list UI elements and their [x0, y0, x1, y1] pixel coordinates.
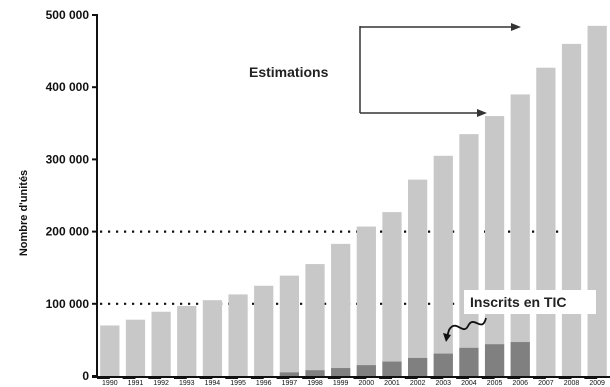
bar-total-1998: [305, 264, 325, 376]
x-axis-segment-1996: [250, 376, 264, 379]
x-axis-segment-2008: [558, 376, 572, 379]
x-axis-segment-1990: [97, 376, 110, 379]
x-axis-segment-1998: [302, 376, 316, 379]
bar-tic-2005: [484, 344, 505, 376]
bar-total-2008: [561, 43, 582, 376]
x-tick-label-1997: 1997: [282, 380, 298, 387]
tic-label-background: [464, 290, 596, 314]
x-tick-label-2003: 2003: [435, 380, 451, 387]
x-axis-segment-2004: [456, 376, 469, 379]
x-axis-segment-1993: [173, 376, 187, 379]
bar-total-2005: [484, 116, 505, 376]
x-tick-label-1992: 1992: [153, 380, 169, 387]
estimations-annotation: Estimations: [249, 64, 329, 80]
x-tick-label-1990: 1990: [102, 380, 118, 387]
x-tick-label-2006: 2006: [512, 380, 528, 387]
x-tick-label-2002: 2002: [410, 380, 426, 387]
x-axis-segment-1997: [276, 376, 290, 379]
bar-total-2002: [408, 179, 428, 376]
y-tick-label-200000: 200 000: [46, 225, 90, 239]
bar-tic-1997: [279, 372, 299, 376]
bar-total-1992: [151, 311, 171, 376]
y-tick-label-400000: 400 000: [46, 80, 90, 94]
bar-total-2000: [356, 226, 376, 376]
bar-total-1990: [100, 325, 120, 376]
x-axis-segment-2000: [353, 376, 367, 379]
x-tick-label-1991: 1991: [128, 380, 144, 387]
estimations-arrowhead-top: [511, 23, 521, 31]
x-tick-label-1998: 1998: [307, 380, 323, 387]
x-axis-segment-2002: [404, 376, 418, 379]
bar-total-2003: [433, 155, 453, 376]
annotations: Estimations Inscrits en TIC: [249, 23, 596, 342]
estimations-arrowhead-bottom: [477, 109, 487, 117]
bar-tic-1998: [305, 370, 325, 376]
x-axis-segment-1995: [225, 376, 239, 379]
x-tick-label-2007: 2007: [538, 380, 554, 387]
x-tick-label-2000: 2000: [359, 380, 375, 387]
y-tick-labels: 0 100 000 200 000 300 000 400 000 500 000: [46, 8, 90, 383]
axes: [92, 14, 610, 379]
bar-tic-2000: [356, 365, 376, 376]
x-tick-label-1994: 1994: [205, 380, 221, 387]
bar-total-2007: [536, 67, 556, 377]
x-axis-segment-1999: [327, 376, 341, 379]
tic-squiggle-arrow: [446, 317, 487, 338]
bar-total-2006: [510, 94, 530, 377]
x-tick-label-2004: 2004: [461, 380, 477, 387]
x-tick-label-2008: 2008: [564, 380, 580, 387]
x-tick-label-1993: 1993: [179, 380, 195, 387]
bar-tic-2002: [408, 357, 428, 376]
x-tick-labels: 1990 1991 1992 1993 1994 1995 1996 1997 1998 1999…: [102, 380, 605, 387]
bar-total-2009: [587, 25, 607, 377]
x-tick-label-1996: 1996: [256, 380, 272, 387]
bar-tic-1999: [331, 368, 351, 376]
y-tick-label-0: 0: [82, 369, 89, 383]
x-axis-segment-2006: [507, 376, 521, 379]
bar-total-1996: [254, 285, 274, 376]
bar-tic-2006: [510, 342, 530, 376]
x-tick-label-1995: 1995: [230, 380, 246, 387]
x-tick-label-2009: 2009: [589, 380, 605, 387]
x-tick-label-1999: 1999: [333, 380, 349, 387]
x-axis-segment-2003: [430, 376, 444, 379]
bar-total-2001: [382, 212, 402, 376]
x-axis-segment-2005: [481, 376, 495, 379]
bar-total-1993: [177, 305, 197, 376]
bar-total-1991: [125, 319, 146, 376]
bar-total-2004: [459, 134, 479, 376]
bars: [100, 25, 607, 377]
x-axis-segment-1994: [199, 376, 213, 379]
bar-tic-2003: [433, 353, 453, 376]
x-axis-segment-2007: [533, 376, 546, 379]
bar-total-1994: [202, 300, 223, 376]
y-axis-label: Nombre d'unités: [18, 170, 30, 256]
x-tick-label-2005: 2005: [487, 380, 503, 387]
x-tick-label-2001: 2001: [384, 380, 400, 387]
x-axis-segment-1991: [122, 376, 136, 379]
bar-total-1995: [228, 294, 248, 376]
x-axis-segment-1992: [148, 376, 162, 379]
x-axis-segment-2001: [379, 376, 392, 379]
y-tick-label-100000: 100 000: [46, 297, 90, 311]
bar-total-1999: [331, 243, 351, 376]
x-axis-segment-2009: [584, 376, 598, 379]
bar-total-1997: [279, 275, 299, 376]
bar-tic-2004: [459, 347, 479, 376]
bar-tic-2001: [382, 361, 402, 376]
tic-annotation: Inscrits en TIC: [470, 294, 566, 310]
y-tick-label-500000: 500 000: [46, 8, 90, 22]
tic-arrowhead: [443, 333, 451, 342]
y-tick-label-300000: 300 000: [46, 152, 90, 166]
